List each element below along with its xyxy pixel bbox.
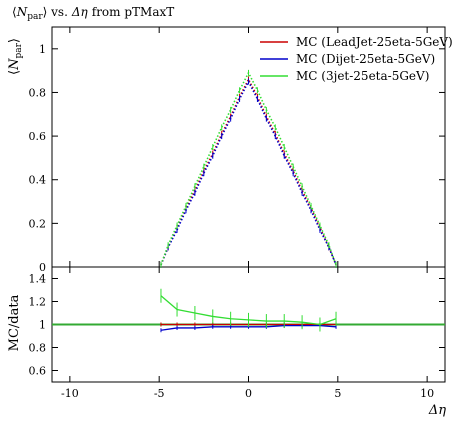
ratio-series-group — [52, 288, 445, 333]
main-ytick-label: 0.2 — [29, 217, 47, 230]
legend-label-0: MC (LeadJet-25eta-5GeV) — [296, 35, 453, 49]
ratio-ytick-label: 1 — [39, 319, 46, 332]
ratio-xtick-label: 5 — [334, 387, 341, 400]
main-series-group — [160, 69, 337, 268]
main-ylabel-subscript: par — [14, 42, 24, 58]
ratio-ytick-label: 0.8 — [29, 342, 47, 355]
ratio-ticks: 0.6 0.8 1 1.2 1.4 -10 -5 0 5 10 — [29, 267, 445, 400]
ratio-ylabel: MC/data — [7, 294, 22, 351]
ratio-xtick-label: 0 — [245, 387, 252, 400]
title-symbol: N — [16, 5, 28, 19]
main-ylabel: ⟨Npar⟩ — [7, 38, 24, 75]
title-bracket-close: ⟩ — [43, 5, 52, 19]
ratio-xtick-label: 10 — [420, 387, 434, 400]
x-axis-label: Δη — [428, 403, 446, 418]
main-ytick-label: 0.6 — [29, 130, 47, 143]
ratio-ytick-label: 1.2 — [29, 296, 47, 309]
title-subscript: par — [27, 12, 43, 22]
main-ytick-label: 0 — [39, 261, 46, 274]
legend-label-2: MC (3jet-25eta-5GeV) — [296, 69, 429, 83]
title-eta: Δη — [71, 5, 89, 19]
title-suffix: from pTMaxT — [92, 5, 175, 19]
main-ytick-label: 0.8 — [29, 86, 47, 99]
legend-label-1: MC (Dijet-25eta-5GeV) — [296, 52, 435, 66]
ratio-ytick-label: 1.4 — [29, 273, 47, 286]
chart-title: ⟨Npar⟩ vs. Δη from pTMaxT — [12, 5, 174, 22]
main-ylabel-symbol: N — [7, 58, 22, 71]
main-series-line-1 — [160, 79, 337, 266]
ratio-ytick-label: 0.6 — [29, 365, 47, 378]
ratio-xtick-label: -10 — [61, 387, 79, 400]
main-y-ticks: 0 0.2 0.4 0.6 0.8 1 — [29, 27, 445, 274]
title-bracket-open: ⟨ — [12, 5, 17, 19]
legend: MC (LeadJet-25eta-5GeV) MC (Dijet-25eta-5… — [260, 35, 453, 83]
ratio-xtick-label: -5 — [154, 387, 165, 400]
main-series-line-2 — [160, 71, 337, 266]
main-ytick-label: 1 — [39, 43, 46, 56]
main-series-line-0 — [160, 77, 337, 266]
main-ytick-label: 0.4 — [29, 174, 47, 187]
title-vs: vs. — [50, 5, 68, 19]
